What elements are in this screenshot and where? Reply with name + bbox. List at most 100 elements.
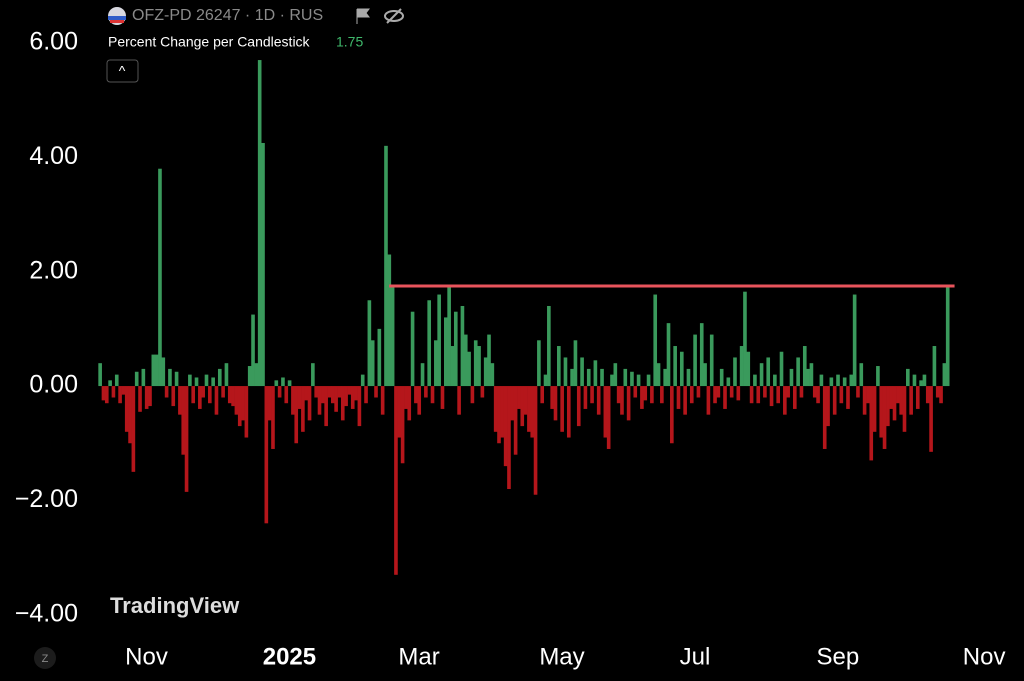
- bar: [198, 386, 202, 409]
- bar: [696, 386, 701, 398]
- bar: [267, 386, 272, 421]
- bar: [640, 386, 644, 409]
- bar: [540, 386, 545, 404]
- bar: [463, 334, 468, 387]
- bar: [434, 340, 438, 387]
- bar: [227, 386, 232, 404]
- bar: [613, 363, 618, 387]
- bar: [447, 285, 451, 387]
- bar: [444, 317, 448, 387]
- bar: [490, 363, 495, 387]
- bar: [859, 363, 864, 387]
- bar: [257, 60, 262, 387]
- bar: [616, 386, 621, 404]
- bar: [354, 386, 358, 401]
- bar: [939, 386, 943, 404]
- bar: [171, 386, 176, 407]
- bar: [327, 386, 332, 398]
- bar: [560, 386, 564, 432]
- bar: [650, 386, 654, 404]
- bar: [460, 305, 465, 387]
- bar: [234, 386, 239, 415]
- bar: [769, 386, 774, 407]
- flag-button[interactable]: [356, 8, 370, 24]
- bar: [839, 386, 844, 404]
- bar: [420, 363, 425, 387]
- bar: [281, 377, 285, 387]
- bar: [211, 377, 215, 387]
- bar: [124, 386, 129, 432]
- bar: [620, 386, 624, 415]
- bar: [380, 386, 385, 415]
- bar: [344, 386, 348, 407]
- bar: [377, 328, 382, 387]
- bar: [630, 371, 634, 387]
- bar: [899, 386, 903, 415]
- bar: [483, 357, 488, 387]
- bar: [427, 300, 432, 387]
- bar: [563, 357, 568, 387]
- bar: [291, 386, 295, 415]
- bar: [493, 386, 498, 432]
- bar: [118, 386, 122, 404]
- bar: [440, 386, 445, 409]
- bar: [321, 386, 325, 404]
- bar: [188, 374, 192, 387]
- bar: [520, 386, 525, 427]
- bar: [533, 386, 538, 495]
- flag-stripe: [108, 16, 126, 20]
- bar: [693, 334, 697, 387]
- bar: [178, 386, 182, 415]
- collapse-button[interactable]: [106, 59, 139, 83]
- visibility-button[interactable]: [384, 10, 404, 22]
- bar: [852, 294, 857, 387]
- bar: [357, 386, 362, 427]
- indicator-name: Percent Change per Candlestick: [108, 34, 311, 50]
- bar: [404, 386, 408, 409]
- bar: [277, 386, 282, 398]
- bar: [689, 386, 694, 404]
- bar: [347, 386, 352, 395]
- bar: [646, 374, 651, 387]
- bar: [879, 386, 884, 438]
- bar: [606, 386, 611, 449]
- bar: [796, 357, 800, 387]
- bar: [317, 386, 322, 415]
- bar: [430, 386, 435, 404]
- bar: [749, 386, 754, 404]
- bar: [297, 386, 302, 409]
- bar: [121, 386, 126, 395]
- bar: [753, 374, 757, 387]
- bar: [154, 354, 159, 387]
- bar: [739, 346, 744, 387]
- bar: [148, 386, 152, 407]
- bar: [254, 363, 259, 387]
- bar: [111, 386, 116, 398]
- bar: [208, 386, 212, 404]
- bar: [766, 357, 771, 387]
- bar: [723, 386, 727, 409]
- bar: [114, 374, 119, 387]
- bar: [812, 386, 817, 398]
- bar: [517, 386, 521, 409]
- bar: [786, 386, 790, 398]
- x-tick-label: Jul: [680, 643, 711, 670]
- bar: [507, 386, 511, 490]
- bar: [660, 386, 664, 404]
- bar: [480, 386, 485, 398]
- bar: [566, 386, 571, 438]
- bar: [527, 386, 531, 432]
- flag-stripe: [110, 20, 124, 23]
- bar: [181, 386, 186, 455]
- bar: [370, 340, 375, 387]
- bar: [437, 294, 441, 387]
- bar: [929, 386, 933, 452]
- bar: [756, 386, 761, 404]
- bar: [414, 386, 418, 404]
- y-tick-label: −2.00: [15, 485, 78, 513]
- bar: [935, 386, 940, 398]
- bar: [390, 285, 395, 387]
- badge-label: Z: [42, 653, 49, 665]
